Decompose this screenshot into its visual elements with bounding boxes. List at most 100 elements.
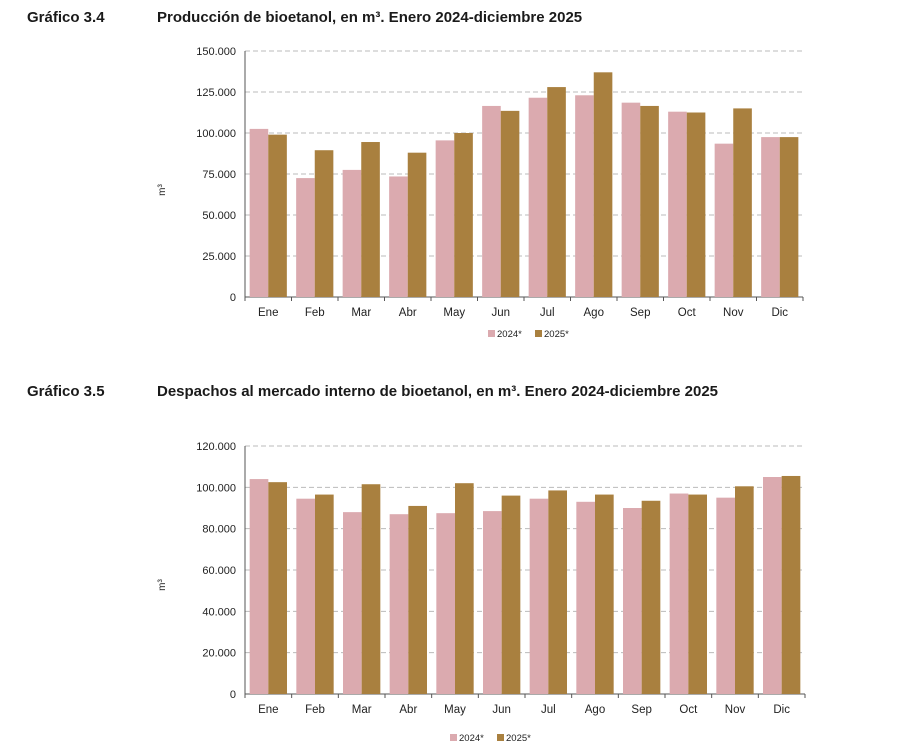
bar-2025-oct (688, 494, 707, 694)
production-bar-chart: 0 25.000 50.000 75.000 100.000 125.000 150.000… (157, 46, 804, 340)
bar-2024-nov (714, 143, 734, 297)
y-tick-label: 60.000 (202, 565, 236, 577)
x-tick-label: Abr (399, 307, 417, 319)
bar-2025-nov (735, 486, 754, 694)
bar-2024-jul (528, 97, 548, 297)
y-tick-label: 20.000 (202, 648, 236, 660)
legend-label-2024: 2024* (497, 329, 522, 340)
bar-2025-jun (501, 495, 521, 694)
bar-2025-sep (641, 500, 661, 694)
bar-2025-ene (268, 482, 287, 694)
bar-2024-may (435, 140, 455, 297)
y-tick-label: 120.000 (196, 441, 236, 453)
bar-2024-dic (761, 137, 780, 297)
bar-2024-may (436, 513, 455, 694)
y-tick-label: 80.000 (202, 524, 236, 536)
x-tick-label: Abr (399, 704, 417, 716)
legend-label-2024: 2024* (459, 733, 484, 744)
x-tick-label: Jun (492, 704, 511, 716)
bar-2024-ago (575, 95, 594, 297)
x-tick-label: Sep (630, 307, 650, 319)
bar-2025-jun (500, 110, 520, 297)
dispatches-bar-chart: 0 20.000 40.000 60.000 80.000 100.000 120.000 m… (157, 441, 806, 744)
bar-2024-nov (716, 497, 735, 694)
x-tick-label: Ago (585, 704, 605, 716)
y-axis-label: m³ (157, 579, 168, 591)
bar-2025-may (455, 483, 474, 694)
y-axis-label: m³ (157, 184, 168, 196)
x-tick-label: Dic (771, 307, 788, 319)
y-tick-label: 125.000 (196, 87, 236, 99)
bar-2025-sep (640, 105, 659, 297)
y-tick-label: 100.000 (196, 128, 236, 140)
chart-title-production: Producción de bioetanol, en m³. Enero 20… (157, 9, 583, 26)
bar-2024-dic (763, 477, 782, 694)
bar-2025-ago (593, 72, 613, 297)
x-tick-label: Ene (258, 704, 278, 716)
bar-2024-sep (623, 508, 642, 694)
bar-2025-abr (407, 152, 427, 297)
legend-label-2025: 2025* (544, 329, 569, 340)
bar-2025-jul (547, 87, 566, 297)
y-tick-label: 100.000 (196, 482, 236, 494)
bar-2025-oct (686, 112, 706, 297)
bar-2024-ago (576, 501, 595, 694)
legend-label-2025: 2025* (506, 733, 531, 744)
x-tick-label: Dic (773, 704, 790, 716)
x-tick-label: Mar (352, 704, 372, 716)
bar-2024-feb (296, 178, 315, 297)
bar-2024-oct (668, 111, 687, 298)
bar-2025-dic (779, 137, 799, 297)
bar-2024-jun (482, 105, 501, 297)
y-tick-label: 75.000 (202, 169, 236, 181)
bar-2024-mar (343, 512, 362, 694)
bar-2025-feb (314, 150, 334, 297)
bar-2025-ago (595, 494, 614, 694)
legend-swatch-2024 (450, 734, 457, 741)
bar-2025-may (454, 133, 473, 297)
bar-2025-abr (408, 505, 427, 694)
x-tick-label: Nov (723, 307, 744, 319)
x-tick-label: Jul (540, 307, 555, 319)
y-tick-label: 0 (230, 292, 236, 304)
bar-2024-abr (389, 176, 408, 297)
y-tick-label: 150.000 (196, 46, 236, 58)
bar-2025-nov (733, 108, 752, 298)
x-tick-label: Feb (305, 704, 325, 716)
bar-2025-mar (361, 142, 380, 297)
figure-label-3-5: Gráfico 3.5 (27, 383, 105, 400)
x-tick-label: Oct (678, 307, 697, 319)
chart-title-dispatches: Despachos al mercado interno de bioetano… (157, 383, 719, 400)
x-tick-label: Jun (491, 307, 510, 319)
bar-2024-abr (389, 514, 409, 694)
x-tick-label: Feb (305, 307, 325, 319)
figure-label-3-4: Gráfico 3.4 (27, 9, 105, 26)
legend-swatch-2024 (488, 330, 495, 337)
bar-2025-feb (315, 494, 334, 694)
legend-swatch-2025 (497, 734, 504, 741)
y-tick-label: 25.000 (202, 251, 236, 263)
bar-2024-ene (249, 128, 269, 297)
y-tick-label: 0 (230, 689, 236, 701)
bar-2025-dic (781, 475, 801, 694)
bar-2024-oct (669, 493, 689, 694)
x-tick-label: Oct (679, 704, 698, 716)
bar-2024-ene (249, 479, 269, 694)
bar-2025-jul (548, 490, 567, 694)
bar-2024-sep (621, 102, 641, 297)
bar-2024-mar (342, 169, 362, 297)
x-tick-label: Jul (541, 704, 556, 716)
x-tick-label: Ene (258, 307, 278, 319)
legend-swatch-2025 (535, 330, 542, 337)
x-tick-label: May (443, 307, 465, 319)
x-tick-label: Ago (584, 307, 604, 319)
x-tick-label: May (444, 704, 466, 716)
bar-2024-feb (296, 498, 315, 694)
x-tick-label: Nov (725, 704, 746, 716)
bar-2024-jun (483, 511, 502, 694)
y-tick-label: 50.000 (202, 210, 236, 222)
x-tick-label: Sep (631, 704, 651, 716)
bar-2024-jul (529, 498, 549, 694)
x-tick-label: Mar (351, 307, 371, 319)
bar-2025-ene (268, 134, 287, 297)
